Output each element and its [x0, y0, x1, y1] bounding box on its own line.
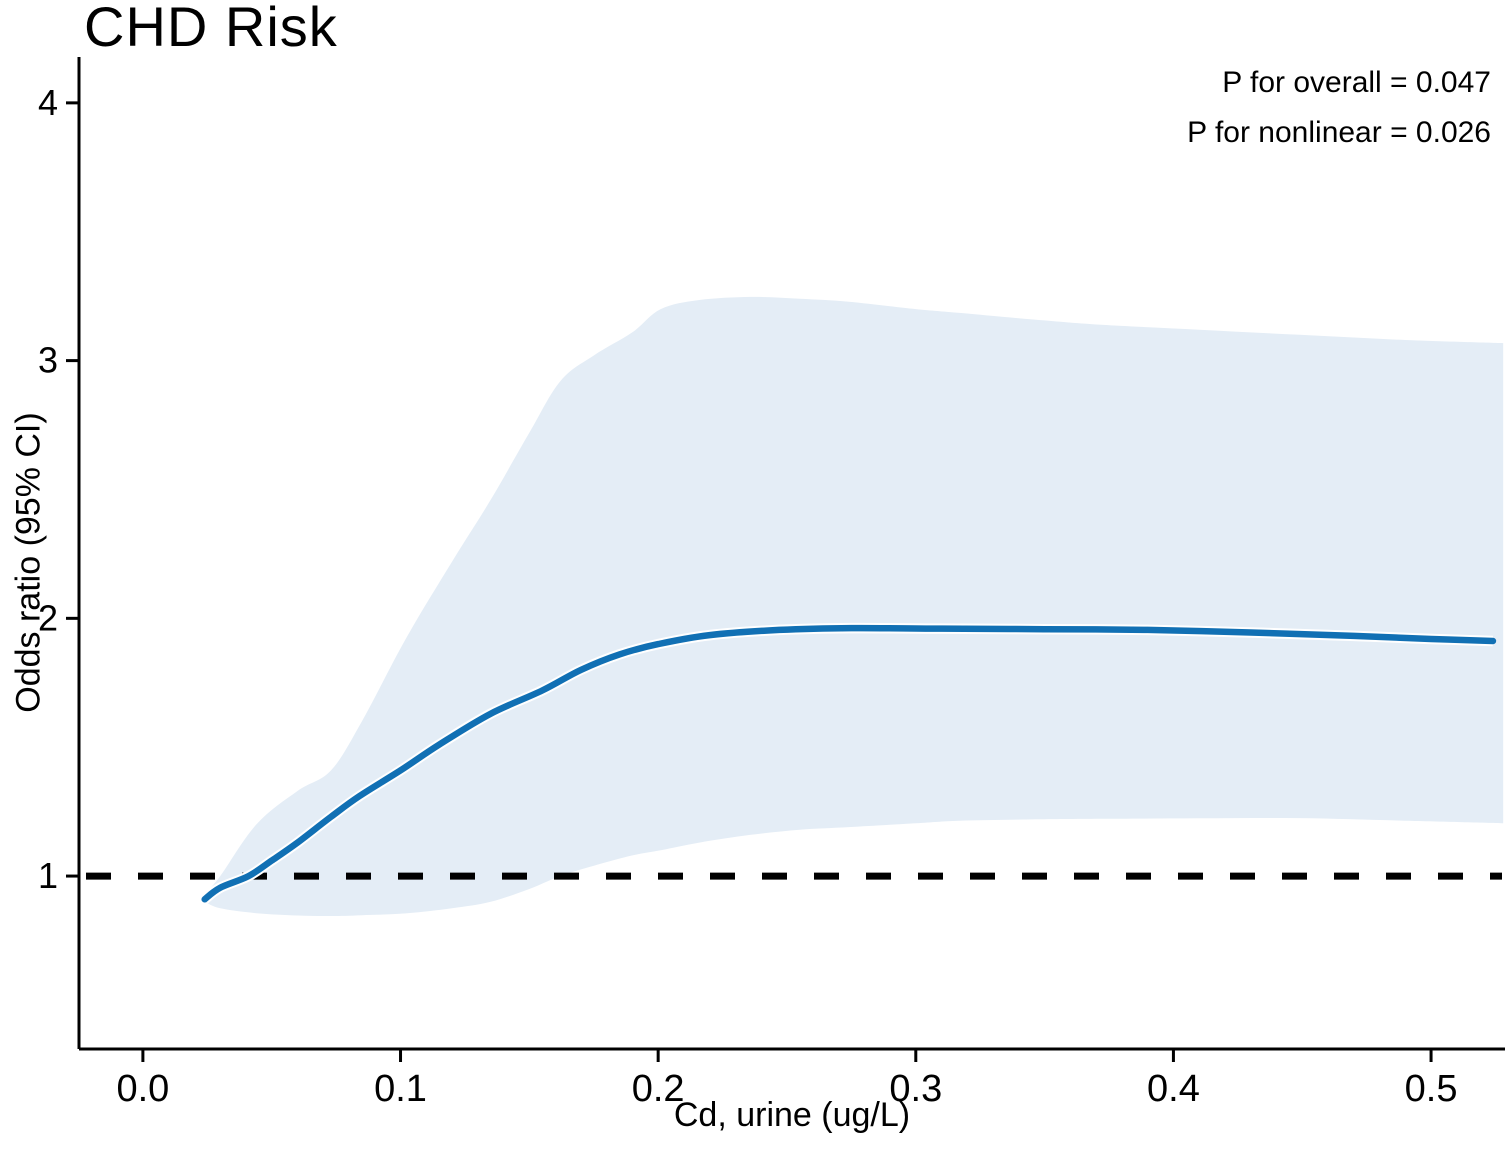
- chart-title: CHD Risk: [84, 0, 338, 58]
- x-tick-label: 0.4: [1147, 1068, 1200, 1110]
- p-value-annotations: P for overall = 0.047 P for nonlinear = …: [1187, 58, 1491, 158]
- y-tick-label: 4: [38, 82, 58, 123]
- y-tick-label: 3: [38, 340, 58, 381]
- confidence-band: [204, 296, 1504, 917]
- y-tick-label: 1: [38, 855, 58, 896]
- x-axis-label: Cd, urine (ug/L): [673, 1096, 911, 1134]
- y-axis-label: Odds ratio (95% CI): [9, 412, 48, 713]
- x-tick-label: 0.5: [1405, 1068, 1458, 1110]
- p-overall-annotation: P for overall = 0.047: [1222, 66, 1491, 99]
- x-tick-label: 0.2: [632, 1068, 685, 1110]
- x-tick-label: 0.3: [889, 1068, 942, 1110]
- p-nonlinear-annotation: P for nonlinear = 0.026: [1187, 116, 1491, 149]
- odds-ratio-curve: [201, 624, 1497, 903]
- y-tick-label: 2: [38, 597, 58, 638]
- x-tick-label: 0.0: [116, 1068, 169, 1110]
- x-tick-label: 0.1: [374, 1068, 427, 1110]
